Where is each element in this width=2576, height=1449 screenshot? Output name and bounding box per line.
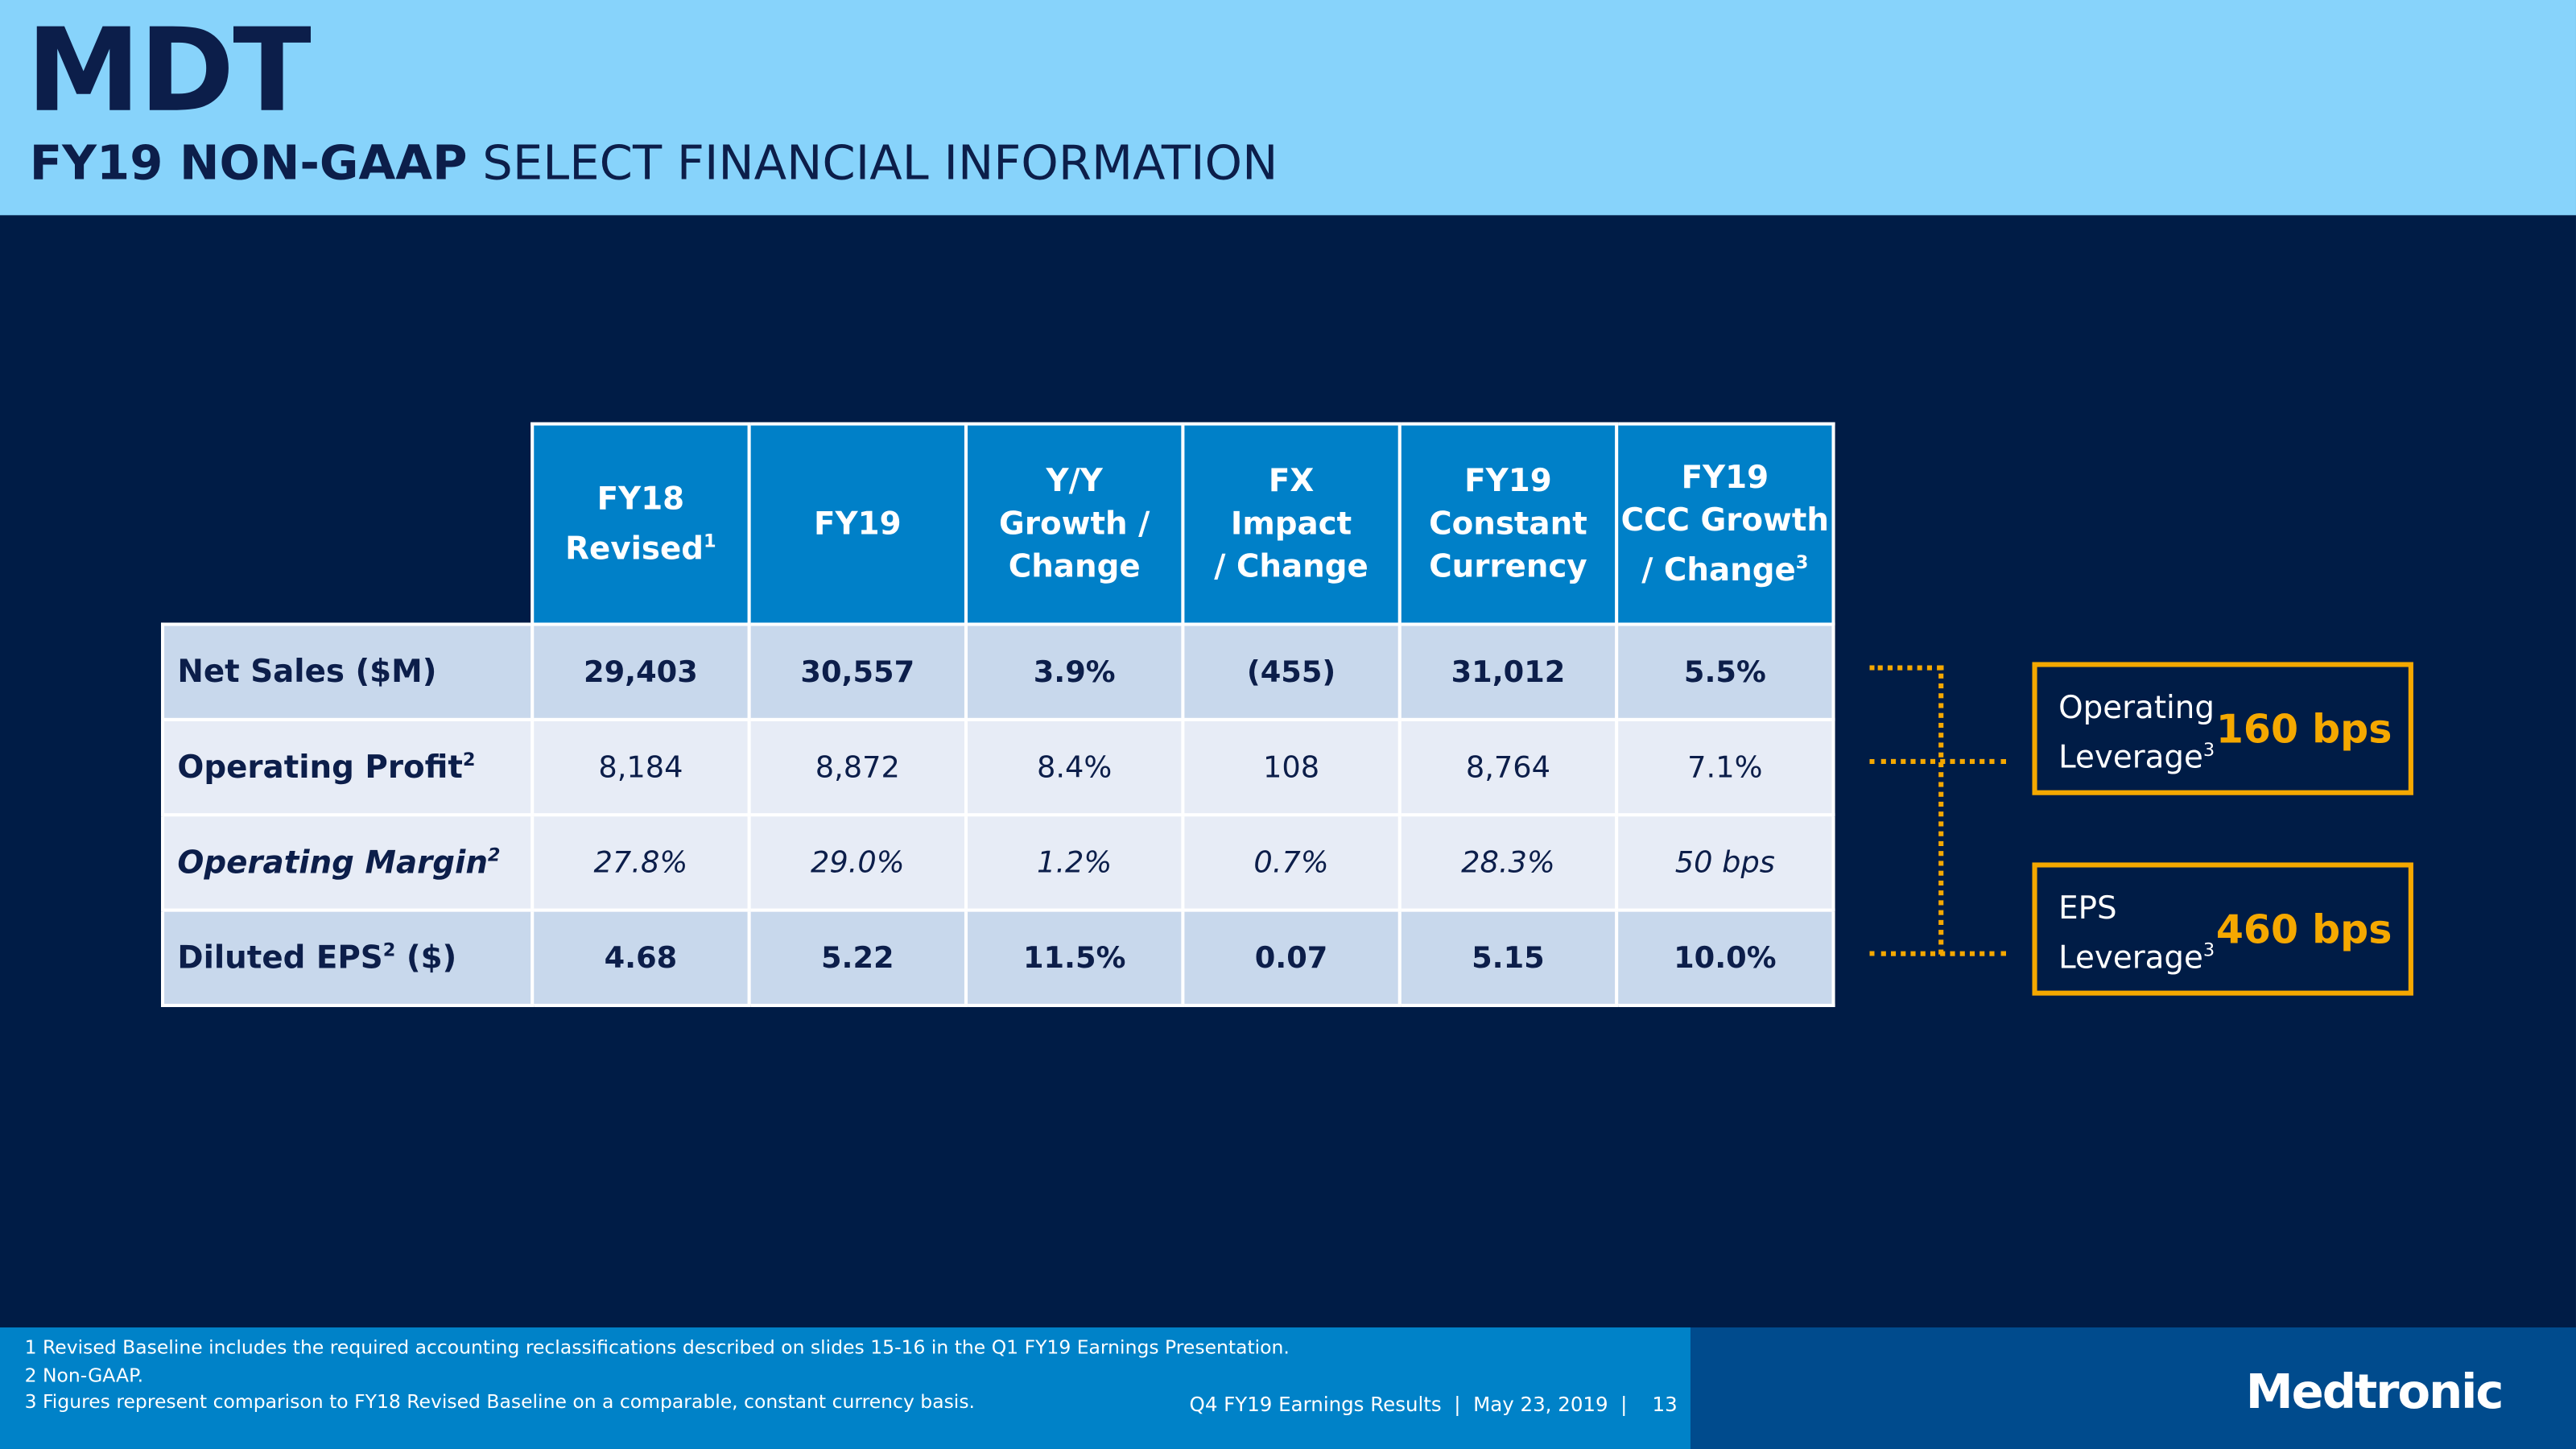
label-text: Operating Profit bbox=[177, 749, 463, 786]
row: Operating Margin2 27.8% 29.0% 1.2% 0.7% 28.3%… bbox=[160, 813, 1835, 912]
connector bbox=[1938, 665, 1944, 955]
footnote: 1 Revised Baseline includes the required… bbox=[24, 1335, 1290, 1359]
cell: 11.5% bbox=[964, 908, 1185, 1008]
text-line: CCC Growth bbox=[1620, 502, 1830, 539]
text-line: Leverage bbox=[2058, 940, 2203, 976]
text-line: Y/Y bbox=[1046, 463, 1103, 500]
callout: EPS Leverage3 460 bps bbox=[2032, 862, 2413, 996]
cell: 10.0% bbox=[1615, 908, 1835, 1008]
column-header: FX Impact / Change bbox=[1181, 422, 1402, 626]
cell: 1.2% bbox=[964, 813, 1185, 912]
ticker: MDT bbox=[26, 3, 312, 138]
row-label: Net Sales ($M) bbox=[160, 622, 535, 721]
text-line: EPS bbox=[2058, 890, 2117, 927]
cell: (455) bbox=[1181, 622, 1402, 721]
cell: 5.15 bbox=[1397, 908, 1619, 1008]
column-header: FY19 bbox=[747, 422, 968, 626]
footnotes: 1 Revised Baseline includes the required… bbox=[25, 1334, 1290, 1415]
column-header: FY19 CCC Growth / Change3 bbox=[1615, 422, 1835, 626]
page-number: 13 bbox=[1652, 1393, 1678, 1417]
label-text: Net Sales ($M) bbox=[177, 654, 437, 691]
header-band: MDT FY19 NON-GAAP SELECT FINANCIAL INFOR… bbox=[0, 0, 2576, 216]
cell: 8,872 bbox=[747, 717, 968, 817]
footer-meta: Q4 FY19 Earnings Results | May 23, 2019 … bbox=[1189, 1393, 1678, 1417]
superscript: 2 bbox=[382, 939, 396, 961]
text-line: FY18 bbox=[597, 481, 685, 518]
cell: 31,012 bbox=[1397, 622, 1619, 721]
superscript: 2 bbox=[462, 749, 476, 770]
row: Operating Profit2 8,184 8,872 8.4% 108 8,764 7… bbox=[160, 717, 1835, 817]
text-line: FX bbox=[1268, 463, 1315, 500]
text-line: / Change bbox=[1214, 548, 1368, 585]
cell: 0.07 bbox=[1181, 908, 1402, 1008]
cell: 8.4% bbox=[964, 717, 1185, 817]
cell: 29.0% bbox=[747, 813, 968, 912]
label-text: Diluted EPS bbox=[177, 939, 383, 976]
footnote: 3 Figures represent comparison to FY18 R… bbox=[24, 1389, 976, 1414]
cell: 4.68 bbox=[530, 908, 751, 1008]
cell: 8,184 bbox=[530, 717, 751, 817]
corner bbox=[163, 424, 532, 625]
row: Diluted EPS2 ($) 4.68 5.22 11.5% 0.07 5.15 10.… bbox=[160, 908, 1835, 1008]
superscript: 3 bbox=[2202, 939, 2215, 961]
superscript: 1 bbox=[704, 530, 716, 552]
callout-value: 460 bps bbox=[2215, 906, 2392, 953]
text-line: Operating bbox=[2058, 690, 2215, 727]
superscript: 3 bbox=[1795, 551, 1809, 573]
column-header: FY18 Revised1 bbox=[530, 422, 751, 626]
subtitle: FY19 NON-GAAP SELECT FINANCIAL INFORMATI… bbox=[30, 134, 1278, 190]
cell: 108 bbox=[1181, 717, 1402, 817]
subtitle-rest: SELECT FINANCIAL INFORMATION bbox=[482, 134, 1278, 191]
column-header: FY19 Constant Currency bbox=[1397, 422, 1619, 626]
cell: 27.8% bbox=[530, 813, 751, 912]
row-label: Operating Profit2 bbox=[160, 717, 535, 817]
footnote: 2 Non-GAAP. bbox=[24, 1362, 144, 1386]
financial-table: FY18 Revised1 FY19 Y/Y Growth / Change FX Impac… bbox=[160, 422, 1835, 1008]
text-line: FY19 bbox=[1681, 460, 1769, 496]
date: May 23, 2019 bbox=[1473, 1393, 1608, 1417]
text-line: / Change bbox=[1641, 552, 1796, 588]
column-header: Y/Y Growth / Change bbox=[964, 422, 1185, 626]
cell: 50 bps bbox=[1615, 813, 1835, 912]
connector bbox=[1869, 951, 2006, 956]
text-line: Change bbox=[1008, 548, 1141, 585]
text-line: Constant bbox=[1429, 506, 1587, 543]
connector bbox=[1869, 758, 2006, 764]
text-line: FY19 bbox=[814, 506, 902, 543]
cell: 3.9% bbox=[964, 622, 1185, 721]
text-line: Impact bbox=[1230, 506, 1352, 543]
cell: 0.7% bbox=[1181, 813, 1402, 912]
logo: Medtronic bbox=[2245, 1363, 2504, 1420]
cell: 5.22 bbox=[747, 908, 968, 1008]
subtitle-bold: FY19 NON-GAAP bbox=[29, 134, 468, 191]
cell: 29,403 bbox=[530, 622, 751, 721]
text-line: FY19 bbox=[1464, 463, 1552, 500]
text-line: Leverage bbox=[2058, 740, 2203, 776]
cell: 5.5% bbox=[1615, 622, 1835, 721]
text-line: Currency bbox=[1429, 548, 1587, 585]
superscript: 2 bbox=[487, 844, 501, 866]
row-label: Diluted EPS2 ($) bbox=[160, 908, 535, 1008]
cell: 7.1% bbox=[1615, 717, 1835, 817]
cell: 28.3% bbox=[1397, 813, 1619, 912]
callout-value: 160 bps bbox=[2215, 706, 2392, 753]
cell: 8,764 bbox=[1397, 717, 1619, 817]
label-text: Operating Margin bbox=[177, 844, 488, 881]
connector bbox=[1869, 665, 1942, 671]
row: Net Sales ($M) 29,403 30,557 3.9% (455) 31,01… bbox=[160, 622, 1835, 721]
text-line: Growth / bbox=[999, 506, 1150, 543]
label-suffix: ($) bbox=[395, 939, 457, 976]
row-label: Operating Margin2 bbox=[160, 813, 535, 912]
callout-label: EPS Leverage3 bbox=[2058, 887, 2215, 980]
superscript: 3 bbox=[2202, 739, 2215, 761]
callout: Operating Leverage3 160 bps bbox=[2032, 662, 2413, 795]
text-line: Revised bbox=[565, 530, 704, 568]
event: Q4 FY19 Earnings Results bbox=[1189, 1393, 1442, 1417]
footer-left bbox=[0, 1327, 1690, 1449]
callout-label: Operating Leverage3 bbox=[2058, 687, 2215, 779]
cell: 30,557 bbox=[747, 622, 968, 721]
footer-right bbox=[1690, 1327, 2576, 1449]
